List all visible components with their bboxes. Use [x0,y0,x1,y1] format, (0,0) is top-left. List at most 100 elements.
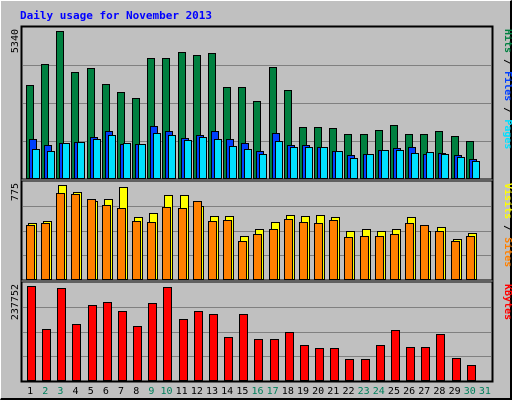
x-tick-label: 1 [27,386,33,397]
max-label-kbytes: 237752 [10,284,21,320]
x-tick-label: 2 [42,386,48,397]
kbytes-bar-day-1 [27,286,36,381]
x-tick-label: 18 [282,386,294,397]
sites-bar-day-19 [299,222,308,280]
pages-bar-day-23 [366,154,374,179]
pages-bar-day-5 [93,139,101,179]
x-tick-label: 14 [221,386,233,397]
kbytes-bar-day-18 [285,332,294,381]
sites-bar-day-18 [284,219,293,280]
x-tick-label: 12 [191,386,203,397]
sites-bar-day-30 [466,236,475,280]
x-tick-label: 6 [103,386,109,397]
pages-bar-day-19 [305,147,313,179]
kbytes-bar-day-22 [345,359,354,381]
x-tick-label: 24 [373,386,385,397]
pages-bar-day-17 [275,141,283,179]
kbytes-bar-day-17 [270,339,279,381]
sites-bar-day-25 [390,234,399,280]
kbytes-bar-day-19 [300,345,309,381]
pages-bar-day-28 [441,154,449,179]
plot-border [20,25,494,383]
max-label-visits-sites: 775 [10,183,21,201]
kbytes-bar-day-27 [421,347,430,381]
sites-bar-day-27 [420,225,429,280]
kbytes-bar-day-5 [88,305,97,381]
kbytes-bar-day-3 [57,288,66,381]
sites-bar-day-3 [56,193,65,280]
sites-bar-day-5 [87,199,96,280]
x-tick-label: 9 [148,386,154,397]
kbytes-bar-day-23 [361,359,370,381]
sites-bar-day-11 [178,208,187,280]
x-tick-label: 4 [73,386,79,397]
sites-bar-day-10 [162,207,171,280]
legend-entry: Sites [502,237,512,267]
sites-bar-day-7 [117,208,126,280]
kbytes-bar-day-13 [209,314,218,381]
sites-bar-day-4 [71,194,80,280]
pages-bar-day-22 [350,158,358,179]
pages-bar-day-10 [168,135,176,179]
legend-entry: KBytes [502,284,512,320]
x-tick-label: 26 [403,386,415,397]
sites-bar-day-22 [344,237,353,280]
pages-bar-day-9 [153,133,161,179]
kbytes-bar-day-6 [103,302,112,381]
max-label-hits-files-pages: 5340 [10,29,21,53]
pages-bar-day-8 [138,144,146,179]
pages-bar-day-15 [244,149,252,179]
pages-bar-day-14 [229,146,237,179]
x-tick-label: 5 [88,386,94,397]
kbytes-bar-day-16 [254,339,263,381]
legend-entry: / [502,219,512,237]
x-tick-label: 25 [388,386,400,397]
pages-bar-day-13 [214,139,222,179]
legend-entry: Hits [502,29,512,53]
pages-bar-day-12 [199,137,207,179]
sites-bar-day-12 [193,201,202,280]
x-tick-label: 7 [118,386,124,397]
sites-bar-day-29 [451,241,460,280]
pages-bar-day-7 [123,143,131,179]
pages-bar-day-27 [426,152,434,179]
pages-bar-day-25 [396,150,404,179]
sites-bar-day-6 [102,205,111,280]
pages-bar-day-18 [290,147,298,179]
pages-bar-day-1 [32,149,40,179]
kbytes-bar-day-28 [436,334,445,381]
x-tick-label: 28 [433,386,445,397]
kbytes-bar-day-30 [467,365,476,381]
legend-entry: Pages [502,119,512,149]
x-tick-label: 10 [161,386,173,397]
x-tick-label: 3 [57,386,63,397]
kbytes-bar-day-11 [179,319,188,381]
pages-bar-day-26 [411,153,419,179]
x-tick-label: 20 [312,386,324,397]
x-tick-label: 15 [236,386,248,397]
sites-bar-day-17 [269,229,278,280]
kbytes-bar-day-14 [224,337,233,381]
kbytes-bar-day-24 [376,345,385,381]
pages-bar-day-3 [62,143,70,179]
x-tick-label: 13 [206,386,218,397]
kbytes-bar-day-21 [330,348,339,381]
sites-bar-day-26 [405,223,414,280]
pages-bar-day-16 [259,154,267,179]
x-tick-label: 31 [479,386,491,397]
x-tick-label: 19 [297,386,309,397]
sites-bar-day-1 [26,225,35,280]
x-tick-label: 23 [358,386,370,397]
sites-bar-day-28 [435,231,444,280]
kbytes-bar-day-7 [118,311,127,381]
pages-bar-day-21 [335,151,343,179]
pages-bar-day-11 [184,140,192,179]
kbytes-bar-day-20 [315,348,324,381]
kbytes-bar-day-2 [42,329,51,381]
sites-bar-day-23 [360,236,369,280]
x-tick-label: 17 [267,386,279,397]
sites-bar-day-8 [132,221,141,280]
legend-entry: Files [502,71,512,101]
